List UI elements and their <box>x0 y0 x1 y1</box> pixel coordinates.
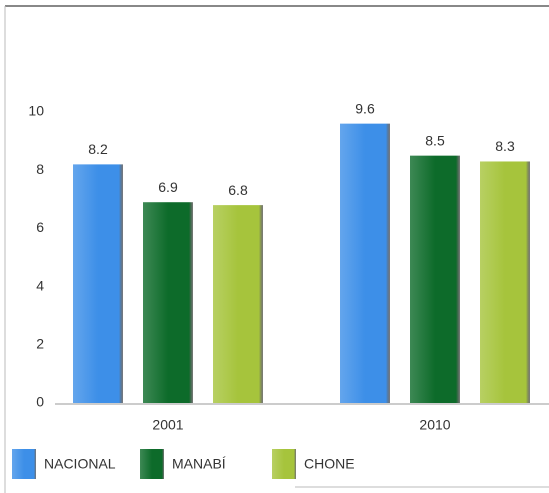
bar <box>410 155 460 403</box>
data-label: 8.2 <box>88 141 108 157</box>
data-label: 6.9 <box>158 179 178 195</box>
legend-label: NACIONAL <box>44 456 116 472</box>
bar <box>143 202 193 403</box>
data-label: 9.6 <box>355 100 375 116</box>
y-tick-label: 2 <box>36 336 44 352</box>
bar <box>340 123 390 403</box>
bar <box>213 205 263 403</box>
data-label: 8.5 <box>425 132 445 148</box>
y-tick-label: 10 <box>28 103 44 119</box>
bar <box>73 164 123 403</box>
y-tick-label: 4 <box>36 277 44 293</box>
legend-label: CHONE <box>304 456 355 472</box>
data-label: 6.8 <box>228 182 248 198</box>
y-tick-label: 0 <box>36 394 44 410</box>
x-tick-label: 2010 <box>419 417 450 433</box>
bar <box>480 161 530 403</box>
data-label: 8.3 <box>495 138 515 154</box>
legend-swatch <box>272 449 296 479</box>
x-tick-label: 2001 <box>152 417 183 433</box>
y-tick-label: 8 <box>36 161 44 177</box>
legend-swatch <box>12 449 36 479</box>
legend-swatch <box>140 449 164 479</box>
y-tick-label: 6 <box>36 219 44 235</box>
legend-label: MANABÍ <box>172 456 226 472</box>
